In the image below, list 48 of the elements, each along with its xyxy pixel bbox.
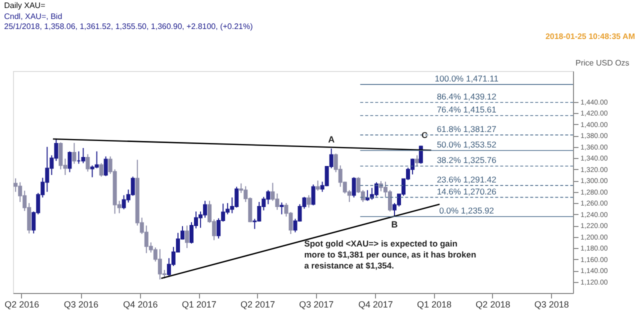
ref-line-label: 38.2% 1,325.76 [436,155,497,166]
annotation: A [328,134,336,145]
chart-title: Daily XAU= [4,1,46,10]
annotation: C [422,130,428,140]
candlestick [81,147,86,164]
x-tick-label: Q3 2016 [64,300,98,310]
candlestick [72,142,76,164]
candlestick [58,142,63,170]
text: 25/1/2018, 1,358.06, 1,361.52, 1,355.50, 1,360.90, +2.8100, (+0.21%) [4,22,253,31]
candlestick [374,182,378,197]
ref-line-label: 61.8% 1,381.27 [436,124,497,134]
ref-line-label: 23.6% 1,291.42 [436,174,497,184]
x-tick-label: Q1 2017 [182,300,216,310]
candlestick [99,162,104,178]
ref-line-label: 50.0% 1,353.52 [436,140,497,150]
ref-line-label: 100.0% 1,471.11 [434,73,499,84]
candlestick [68,150,72,173]
candlestick [316,180,320,192]
x-tick-label: Q2 2018 [476,300,510,310]
y-axis-title: Price USD Ozs [576,58,630,68]
candlestick [418,145,423,164]
candlestick [388,190,392,212]
annotation: Spot gold <XAU=> is expected to gain more to $1,381 per ounce, as it has broken a resistance at $1,354. [304,238,476,271]
ref-line-label: 86.4% 1,439.12 [436,91,497,102]
text: 2018-01-25 10:48:35 AM [545,32,636,41]
candlestick [184,225,189,249]
ref-line-label: 76.4% 1,415.61 [436,104,497,115]
candlestick [415,154,420,166]
candlestick [94,150,99,169]
annotation: B [391,220,398,230]
ref-line-label: 0.0% 1,235.92 [439,206,494,216]
candlestick [306,194,311,208]
x-tick-label: Q2 2016 [4,300,40,310]
candlestick [14,178,18,192]
candlestick [130,176,135,196]
candlestick [352,176,356,198]
candlestick [280,202,284,215]
ref-line-label: 14.6% 1,270.26 [436,186,497,196]
candlestick [311,184,316,206]
x-tick-label: Q2 2017 [240,300,275,310]
x-tick-label: Q1 2018 [417,300,452,310]
x-tick-label: Q4 2017 [358,300,393,310]
text: Cndl, XAU=, Bid [4,12,62,21]
x-tick-label: Q4 2016 [123,300,158,310]
x-tick-label: Q3 2018 [534,300,569,310]
candlestick [104,156,108,177]
x-tick-label: Q3 2017 [299,300,334,310]
candlestick [86,154,90,172]
